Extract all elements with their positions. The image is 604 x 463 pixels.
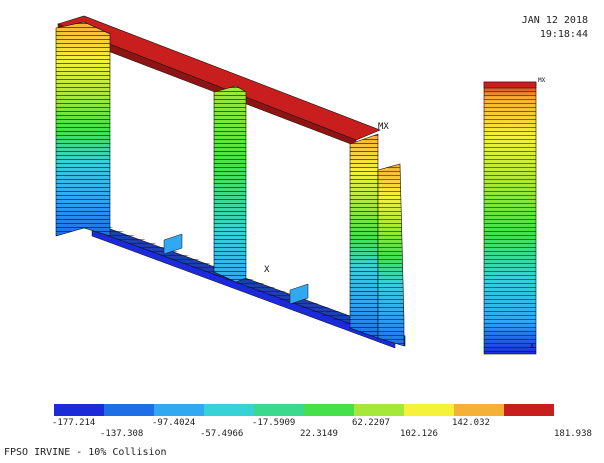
structure-plot: MX X MX X	[55, 15, 546, 355]
max-marker: MX	[378, 122, 389, 132]
bracket-1	[163, 233, 183, 255]
legend-swatch	[254, 404, 304, 416]
side-max-marker: MX	[538, 77, 546, 84]
legend-swatch	[304, 404, 354, 416]
legend-tick-label: -177.214	[52, 418, 96, 428]
legend-tick-label: -137.308	[100, 429, 144, 439]
timestamp: JAN 12 2018 19:18:44	[522, 14, 588, 42]
time-label: 19:18:44	[539, 29, 588, 40]
plot-caption: FPSO IRVINE - 10% Collision	[4, 447, 167, 458]
legend-swatch	[104, 404, 154, 416]
legend-swatch	[204, 404, 254, 416]
legend-tick-label: -57.4966	[200, 429, 244, 439]
legend-tick-label: 22.3149	[300, 429, 338, 439]
legend-colorbar	[54, 404, 554, 416]
legend-tick-label: 62.2207	[352, 418, 390, 428]
legend-swatch	[454, 404, 504, 416]
min-marker: X	[264, 265, 270, 275]
legend-tick-label: -97.4024	[152, 418, 196, 428]
date-label: JAN 12 2018	[521, 15, 588, 26]
legend-tick-labels: -177.214 -97.4024 -17.5909 62.2207 142.032 -1…	[0, 418, 604, 444]
bracket-2	[289, 283, 309, 305]
legend-swatch	[354, 404, 404, 416]
legend-tick-label: 142.032	[452, 418, 490, 428]
legend-swatch	[54, 404, 104, 416]
legend-tick-label: -17.5909	[252, 418, 296, 428]
legend-swatch	[504, 404, 554, 416]
legend-tick-label: 102.126	[400, 429, 438, 439]
legend-swatch	[154, 404, 204, 416]
legend-tick-label: 181.938	[554, 429, 592, 439]
side-min-marker: X	[530, 342, 535, 350]
legend-swatch	[404, 404, 454, 416]
